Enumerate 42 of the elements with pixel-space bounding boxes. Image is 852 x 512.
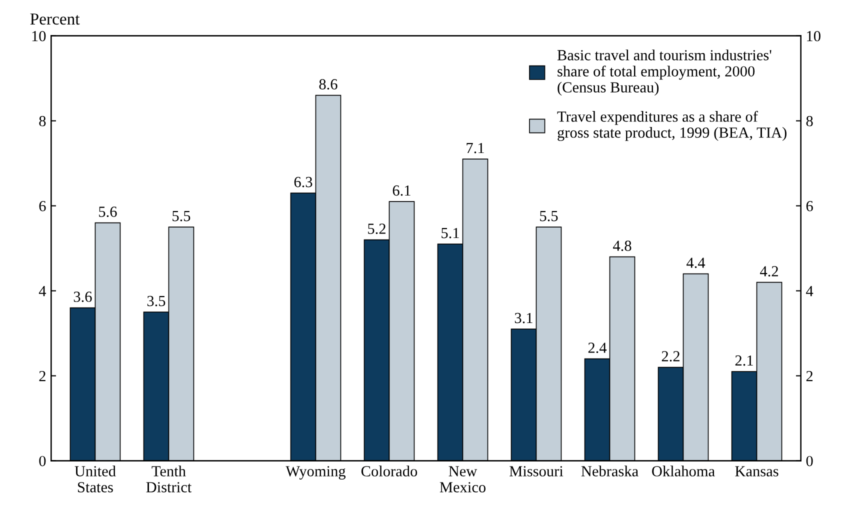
x-tick-label: Kansas <box>735 466 778 476</box>
y2-tick-label: 2 <box>806 370 813 382</box>
x-tick-label: Nebraska <box>581 466 638 476</box>
data-label: 2.1 <box>735 355 753 366</box>
y-axis-title: Percent <box>30 14 80 25</box>
y2-tick-label: 0 <box>806 456 813 466</box>
data-label: 8.6 <box>319 79 338 90</box>
legend-label: Basic travel and tourism industries' share of total employment, 2000 (Census Bureau) <box>557 50 772 96</box>
y2-tick-label: 10 <box>807 30 820 42</box>
y2-tick-label: 4 <box>806 286 814 296</box>
y-tick-label: 4 <box>38 286 46 296</box>
data-label: 6.1 <box>392 185 410 196</box>
data-label: 5.2 <box>368 224 386 234</box>
y-tick-label: 2 <box>39 370 46 382</box>
x-tick-label: Tenth District <box>146 466 192 492</box>
data-label: 3.5 <box>147 296 166 306</box>
y-tick-label: 8 <box>39 116 46 126</box>
data-label: 5.5 <box>172 211 190 222</box>
data-label: 6.3 <box>294 176 312 188</box>
legend-label: Travel expenditures as a share of gross state product, 1999 (BEA, TIA) <box>557 110 786 141</box>
x-tick-label: New Mexico <box>440 466 486 492</box>
y2-tick-label: 8 <box>806 116 813 126</box>
data-label: 4.8 <box>613 240 632 252</box>
data-label: 2.4 <box>588 342 607 353</box>
y2-tick-label: 6 <box>806 201 813 212</box>
y-tick-label: 6 <box>39 201 46 212</box>
data-label: 5.1 <box>442 228 459 238</box>
data-label: 3.1 <box>514 312 532 324</box>
x-tick-label: Missouri <box>510 466 564 476</box>
data-label: 4.4 <box>686 258 706 268</box>
x-tick-label: Oklahoma <box>652 466 715 476</box>
data-label: 5.6 <box>99 206 117 218</box>
data-label: 7.1 <box>466 142 484 154</box>
x-tick-label: United States <box>74 466 116 492</box>
y-tick-label: 10 <box>32 30 46 42</box>
data-label: 4.2 <box>760 266 778 277</box>
y-tick-label: 0 <box>39 456 46 466</box>
x-tick-label: Colorado <box>361 466 418 476</box>
data-label: 5.5 <box>540 211 558 222</box>
data-label: 2.2 <box>662 351 680 362</box>
x-tick-label: Wyoming <box>286 466 346 480</box>
data-label: 3.6 <box>74 292 92 302</box>
